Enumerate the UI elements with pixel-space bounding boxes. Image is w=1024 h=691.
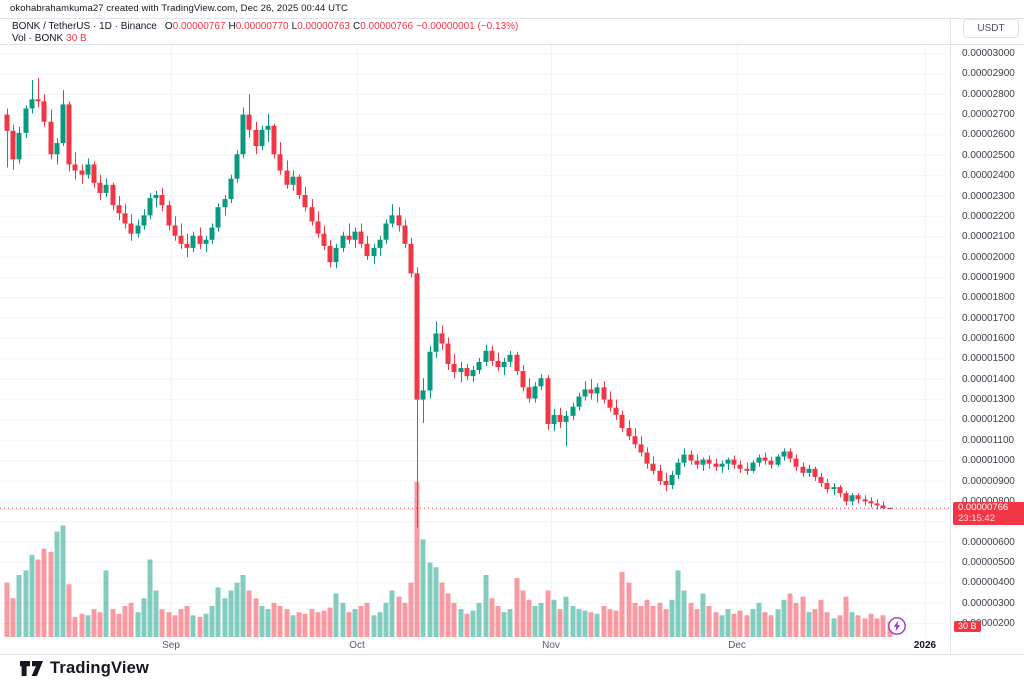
price-tick: 0.00001600: [962, 333, 1015, 344]
volume-value: 30 B: [66, 32, 87, 44]
price-tick: 0.00003000: [962, 48, 1015, 59]
bar-countdown: 23:15:42: [958, 512, 995, 524]
volume-axis-badge: 30 B: [954, 621, 981, 632]
price-tick: 0.00001900: [962, 271, 1015, 283]
price-tick: 0.00001300: [962, 394, 1015, 406]
time-tick: Nov: [542, 640, 560, 651]
legend-ohlc-row: BONK / TetherUS · 1D · Binance O0.0000076…: [12, 21, 521, 33]
tradingview-logo-text: TradingView: [50, 659, 150, 677]
chart-legend[interactable]: BONK / TetherUS · 1D · Binance O0.0000076…: [12, 21, 521, 44]
price-tick: 0.00002400: [962, 170, 1015, 182]
price-tick: 0.00001500: [962, 353, 1015, 365]
currency-toggle-button[interactable]: USDT: [963, 19, 1019, 38]
time-tick: 2026: [913, 640, 937, 651]
price-tick: 0.00000600: [962, 536, 1015, 548]
price-tick: 0.00000300: [962, 597, 1015, 609]
last-price-label: 0.00000766 23:15:42: [953, 502, 1024, 526]
legend-volume-row: Vol · BONK 30 B: [12, 33, 521, 45]
time-tick: Oct: [349, 640, 365, 651]
tradingview-logo-icon: [20, 661, 43, 676]
price-tick: 0.00001400: [962, 373, 1015, 385]
price-tick: 0.00001800: [962, 292, 1015, 304]
high-label: H: [228, 21, 236, 32]
price-tick: 0.00002500: [962, 149, 1015, 161]
price-tick: 0.00002300: [962, 190, 1015, 202]
price-tick: 0.00002900: [962, 68, 1015, 80]
price-tick: 0.00001200: [962, 414, 1015, 426]
lightning-icon[interactable]: [886, 615, 908, 637]
price-tick: 0.00002700: [962, 109, 1015, 121]
price-tick: 0.00000200: [962, 618, 1015, 629]
high-value: 0.00000770: [235, 21, 289, 32]
close-label: C: [352, 21, 361, 32]
price-tick: 0.00001700: [962, 312, 1015, 324]
price-tick: 0.00002000: [962, 251, 1015, 263]
symbol-title[interactable]: BONK / TetherUS · 1D · Binance: [12, 21, 157, 32]
price-tick: 0.00001000: [962, 455, 1015, 467]
last-price-value: 0.00000766: [958, 502, 1009, 514]
tradingview-logo[interactable]: TradingView: [20, 659, 149, 678]
price-tick: 0.00000900: [962, 475, 1015, 487]
close-value: 0.00000766: [360, 21, 414, 32]
volume-label[interactable]: Vol · BONK: [12, 32, 64, 44]
time-tick: Sep: [162, 640, 180, 651]
open-value: 0.00000767: [172, 21, 226, 32]
price-tick: 0.00002200: [962, 210, 1015, 222]
open-label: O: [164, 21, 173, 32]
price-tick: 0.00002800: [962, 88, 1015, 100]
attribution-text: okohabrahamkuma27 created with TradingVi…: [10, 3, 348, 14]
price-tick: 0.00000500: [962, 556, 1015, 568]
price-tick: 0.00002100: [962, 231, 1015, 243]
low-value: 0.00000763: [297, 21, 350, 32]
price-tick: 0.00001100: [962, 434, 1015, 446]
price-tick: 0.00000400: [962, 577, 1015, 589]
price-tick: 0.00002600: [962, 129, 1015, 141]
time-tick: Dec: [728, 640, 746, 651]
change-value: −0.00000001 (−0.13%): [416, 21, 519, 32]
low-label: L: [291, 21, 298, 32]
price-tick: 0.00000800: [962, 496, 1015, 507]
